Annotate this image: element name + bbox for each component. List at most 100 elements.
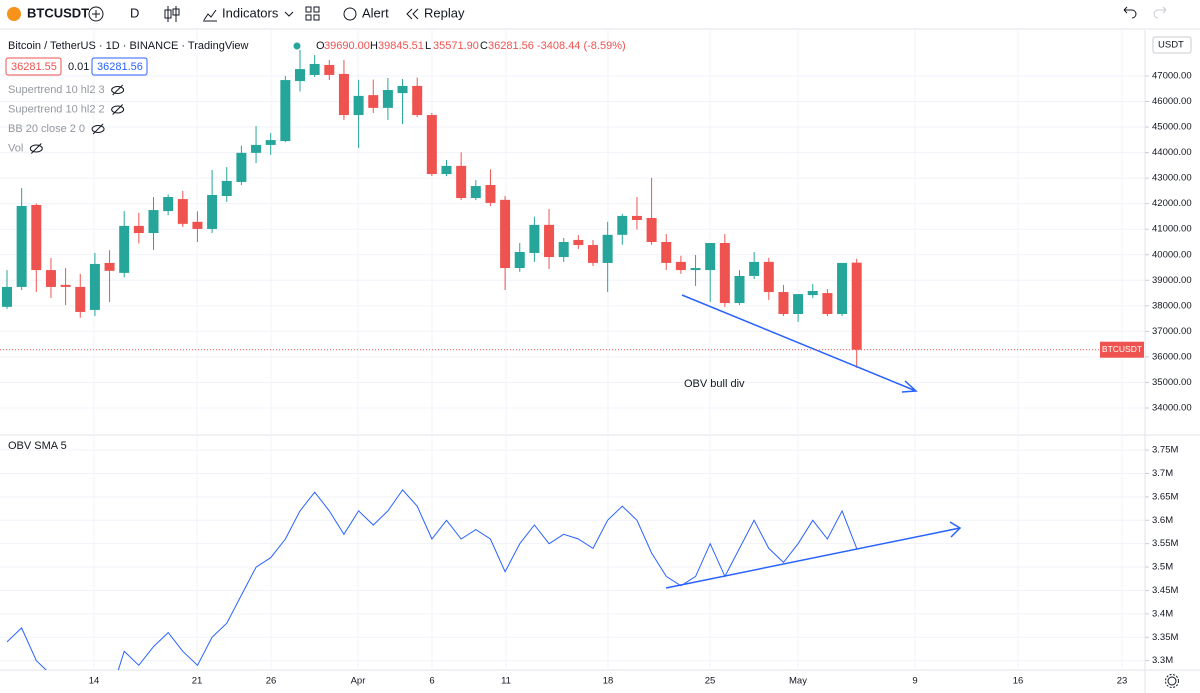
undo[interactable]	[1123, 6, 1137, 19]
hidden-toggle[interactable]	[91, 123, 105, 135]
candle-body	[807, 291, 818, 296]
study-label: Vol	[8, 142, 23, 154]
candle-body	[265, 140, 276, 145]
ask-box[interactable]	[91, 57, 148, 76]
candle-body	[236, 152, 247, 182]
trend-line-price[interactable]	[681, 294, 918, 393]
y-tick-label: 3.6M	[1152, 515, 1173, 526]
candle-body	[500, 199, 511, 269]
x-tick-label: 9	[912, 676, 917, 687]
eye-icon	[111, 105, 125, 114]
indicator-name: OBV SMA 5	[8, 440, 67, 452]
candle-body	[338, 73, 349, 116]
candle-body	[675, 261, 686, 271]
candle-body	[177, 199, 188, 224]
y-tick-label: 3.3M	[1152, 655, 1173, 666]
candle-body	[104, 262, 115, 271]
y-tick-label: 47000.00	[1152, 70, 1192, 81]
x-tick-label: 21	[192, 676, 203, 687]
symbol[interactable]: BTCUSDT	[27, 5, 89, 20]
hidden-toggle[interactable]	[111, 84, 125, 96]
ohlc-value: 35571.90	[433, 40, 479, 52]
replay-button[interactable]: Replay	[424, 5, 465, 20]
alert-button[interactable]: Alert	[362, 5, 389, 20]
y-tick-label: 3.65M	[1152, 491, 1178, 502]
candle-body	[133, 225, 144, 234]
eye-icon	[91, 125, 105, 133]
candle-body	[148, 210, 159, 234]
ohlc-value: 39690.00	[324, 40, 370, 52]
ohlc-label: L	[425, 40, 431, 52]
candle-body	[529, 224, 540, 253]
trend-line-obv[interactable]	[665, 521, 962, 589]
candle-body	[456, 165, 467, 199]
candle-body	[485, 185, 496, 203]
eye-slash	[30, 143, 42, 154]
obv-line	[6, 489, 858, 670]
ohlc-value: 39845.51	[378, 40, 424, 52]
indicators-button[interactable]: Indicators	[222, 5, 279, 20]
candle-body	[280, 80, 291, 142]
candle-body	[221, 180, 232, 197]
candle-body	[426, 115, 437, 175]
candle-body	[690, 268, 701, 271]
y-tick-label: 41000.00	[1152, 224, 1192, 235]
bid: 36281.55	[11, 61, 57, 73]
replay-icon	[406, 8, 419, 20]
y-tick-label: 43000.00	[1152, 173, 1192, 184]
y-tick-label: 36000.00	[1152, 351, 1192, 362]
candle-body	[734, 275, 745, 304]
candle-body	[16, 205, 27, 287]
y-tick-label: 39000.00	[1152, 275, 1192, 286]
y-tick-label: 3.35M	[1152, 632, 1178, 643]
candle-body	[558, 241, 569, 258]
candle-body	[719, 243, 730, 304]
ask: 36281.56	[97, 61, 143, 73]
x-tick-label: 25	[705, 676, 716, 687]
layouts[interactable]	[305, 6, 320, 21]
ohlc-label: O	[316, 40, 325, 52]
interval[interactable]: D	[130, 5, 139, 20]
candle-body	[412, 85, 423, 116]
eye-slash	[92, 123, 104, 135]
currency: USDT	[1158, 40, 1184, 51]
currency-box[interactable]	[1152, 36, 1192, 54]
redo[interactable]	[1153, 6, 1167, 19]
candle-body	[192, 221, 203, 229]
bid-box[interactable]	[5, 57, 62, 76]
x-tick-label: Apr	[351, 676, 366, 687]
candle-body	[163, 197, 174, 212]
alert-icon	[343, 7, 357, 21]
study-label: Supertrend 10 hl2 2	[8, 103, 105, 115]
last-price-symbol: BTCUSDT	[1102, 344, 1142, 354]
dropdown[interactable]	[284, 11, 294, 17]
candle-body	[309, 63, 320, 75]
candle-body	[75, 286, 86, 312]
candle-body	[382, 90, 393, 108]
candle-body	[793, 294, 804, 315]
coin-icon	[7, 7, 21, 21]
chart-type[interactable]	[164, 6, 180, 22]
candle-body	[749, 261, 760, 276]
x-tick-label: 23	[1117, 676, 1128, 687]
add-symbol[interactable]	[88, 6, 104, 22]
candle-body	[778, 292, 789, 315]
hidden-toggle[interactable]	[111, 104, 125, 115]
settings[interactable]	[1165, 674, 1179, 688]
candle-body	[60, 284, 71, 287]
candle-body	[441, 165, 452, 175]
candle-body	[822, 293, 833, 315]
y-tick-label: 42000.00	[1152, 198, 1192, 209]
hidden-toggle[interactable]	[29, 143, 43, 154]
candle-body	[89, 263, 100, 310]
eye-slash	[112, 84, 123, 96]
x-tick-label: 11	[501, 676, 511, 687]
y-tick-label: 38000.00	[1152, 300, 1192, 311]
annotation: OBV bull div	[684, 378, 745, 390]
candle-body	[353, 95, 364, 116]
candle-body	[470, 186, 481, 199]
candle-body	[631, 215, 642, 221]
candle-body	[514, 251, 525, 269]
candle-body	[119, 225, 130, 273]
